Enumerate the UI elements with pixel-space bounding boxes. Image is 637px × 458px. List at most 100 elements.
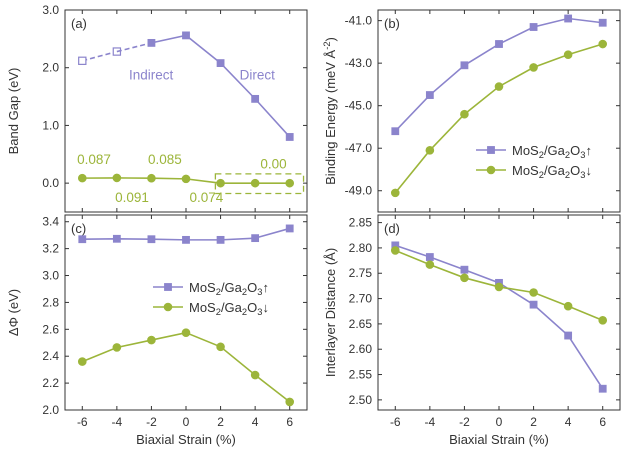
data-point [391, 127, 400, 136]
y-tick-label: 3.4 [42, 215, 59, 229]
x-tick-label: -6 [390, 415, 401, 429]
y-tick-label: -45.0 [345, 99, 373, 113]
data-point [250, 370, 260, 380]
data-point [251, 94, 260, 103]
y-axis-title: ΔΦ (eV) [6, 289, 21, 336]
y-axis-title: Band Gap (eV) [6, 68, 21, 155]
y-axis-title: Binding Energy (meV Å-2​) [322, 37, 338, 185]
annotation-label: 0.091 [115, 190, 149, 205]
data-point [78, 235, 87, 244]
annotation-label: 0.085 [148, 152, 182, 167]
plot-frame [64, 214, 308, 411]
data-point [77, 357, 87, 366]
y-tick-label: 2.50 [349, 393, 373, 407]
series-line [151, 34, 291, 138]
data-point [390, 246, 400, 255]
data-point [425, 146, 435, 155]
data-point [494, 82, 504, 91]
y-tick-label: 3.0 [42, 3, 59, 17]
x-tick-label: -2 [146, 415, 157, 429]
data-point [598, 316, 608, 325]
series-line [82, 50, 118, 62]
panel-b-binding-energy: -49.0 -47.0 -45.0 -43.0 -41.0 Binding Energy … [322, 9, 621, 213]
x-tick-label: -4 [425, 415, 436, 429]
legend-label: MoS2​/Ga2​O3​↓ [512, 163, 592, 180]
data-point [564, 14, 573, 23]
annotation-label: Direct [240, 67, 276, 82]
series-line-connector [116, 42, 152, 53]
legend-marker [163, 302, 173, 312]
y-tick-label: -41.0 [345, 14, 373, 28]
data-point [563, 50, 573, 59]
y-tick-label: 2.6 [42, 322, 59, 336]
y-tick-label: -43.0 [345, 56, 373, 70]
data-point [147, 235, 156, 244]
data-point [112, 173, 122, 183]
y-tick-label: 2.70 [349, 292, 373, 306]
data-point [495, 40, 503, 48]
data-point [77, 173, 87, 183]
annotation-label: 0.00 [260, 157, 286, 172]
highlight-box [214, 173, 305, 195]
x-tick-label: -4 [112, 415, 123, 429]
data-point [460, 61, 469, 70]
data-point [598, 18, 607, 27]
legend-marker [486, 165, 496, 175]
panel-d-interlayer-distance: -6 -4 -2 0 2 4 6 2.50 2.55 2.60 2.65 2.70 2.75 2.80 2.… [323, 214, 621, 447]
y-tick-label: 2.85 [349, 216, 373, 230]
data-point [78, 56, 87, 65]
data-point [425, 91, 434, 99]
y-tick-label: 2.80 [349, 241, 373, 255]
data-point [216, 59, 225, 67]
y-tick-label: 1.0 [42, 118, 59, 132]
data-point [216, 178, 225, 188]
data-point [564, 331, 573, 340]
y-tick-label: 0.0 [42, 176, 59, 190]
x-tick-label: 6 [286, 415, 293, 429]
y-tick-label: 2.55 [349, 368, 373, 382]
y-tick-label: -47.0 [345, 141, 373, 155]
data-point [182, 31, 190, 40]
data-point [529, 288, 538, 297]
y-tick-label: 2.4 [42, 349, 59, 363]
y-tick-label: 2.60 [349, 342, 373, 356]
y-tick-label: 2.8 [42, 295, 59, 309]
data-point [112, 343, 122, 352]
data-point [285, 178, 295, 188]
panel-label: (c) [71, 221, 86, 236]
panel-label: (d) [384, 221, 400, 236]
x-tick-label: 4 [565, 415, 572, 429]
legend-label: MoS2​/Ga2​O3​↑ [189, 280, 269, 297]
y-tick-label: -49.0 [345, 184, 373, 198]
data-point [494, 282, 504, 292]
legend-label: MoS2​/Ga2​O3​↑ [512, 143, 592, 160]
x-axis-title: Biaxial Strain (%) [136, 432, 236, 447]
data-point [216, 342, 225, 352]
data-point [285, 133, 294, 141]
data-point [216, 235, 225, 244]
data-point [147, 335, 156, 345]
legend-marker [164, 283, 172, 291]
panel-label: (a) [71, 16, 87, 31]
y-tick-label: 3.0 [42, 269, 59, 283]
data-point [529, 63, 538, 72]
annotation-label: 0.074 [189, 190, 223, 205]
data-point [460, 109, 469, 119]
y-axis-title: Interlayer Distance (Å) [323, 248, 338, 377]
data-point [598, 384, 607, 393]
data-point [147, 173, 156, 183]
y-tick-label: 2.0 [42, 403, 59, 417]
data-point [425, 260, 435, 269]
x-tick-label: 2 [530, 415, 537, 429]
data-point [285, 397, 295, 407]
y-tick-label: 2.0 [42, 61, 59, 75]
data-point [182, 235, 190, 244]
data-point [181, 328, 191, 337]
panel-label: (b) [384, 16, 400, 31]
x-tick-label: 0 [496, 415, 503, 429]
series-line [81, 331, 291, 403]
y-tick-label: 2.75 [349, 266, 373, 280]
data-point [529, 23, 538, 31]
x-tick-label: 6 [599, 415, 606, 429]
